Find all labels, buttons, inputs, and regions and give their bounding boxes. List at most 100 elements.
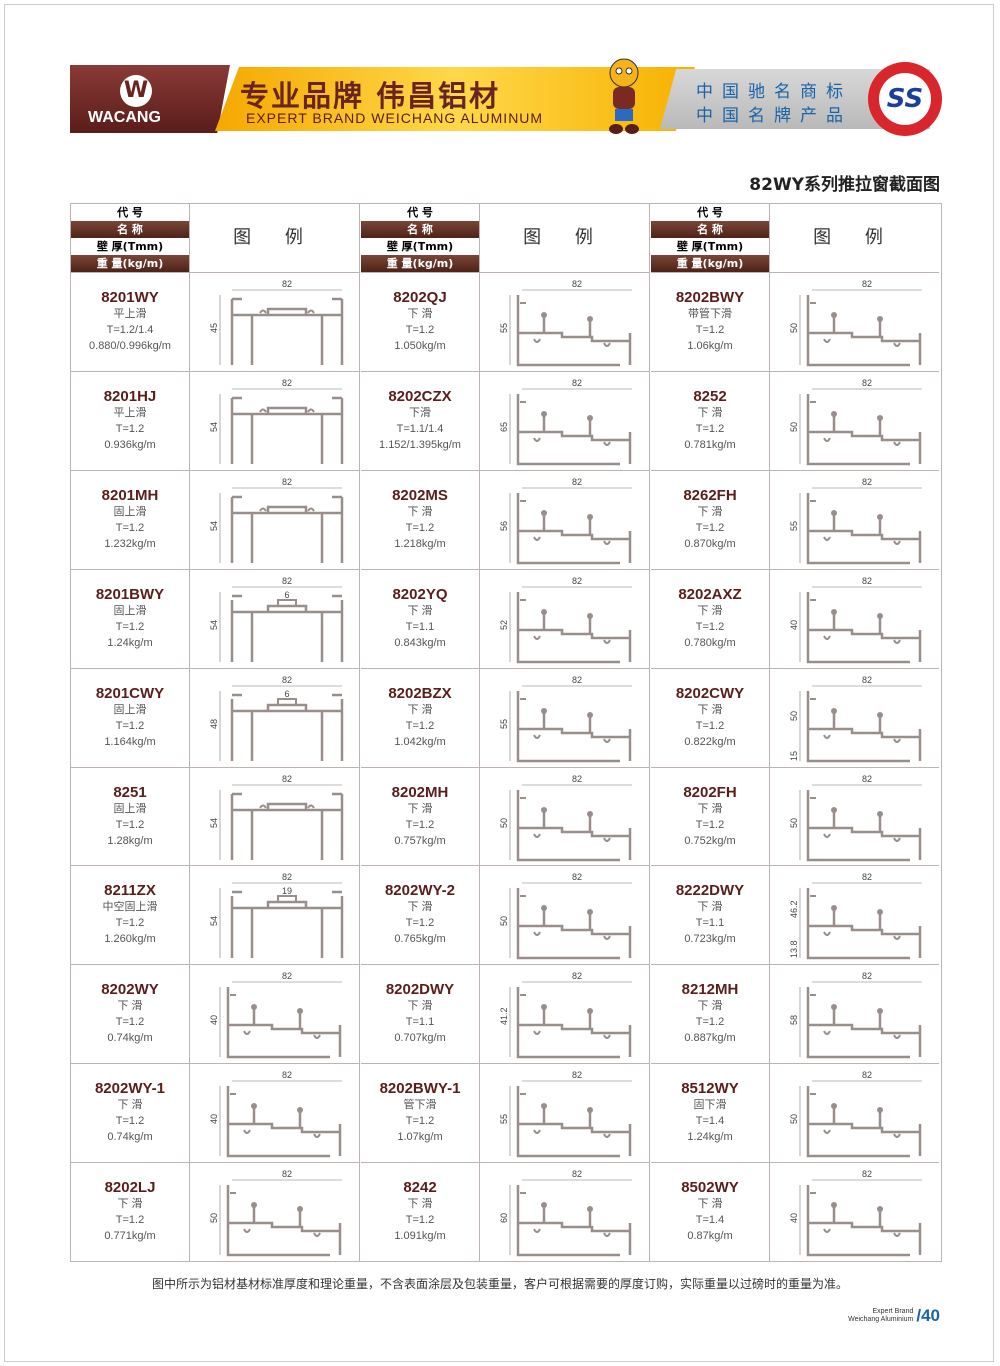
width-dim: 82 <box>282 279 292 289</box>
profile-info: 8201BWY 固上滑 T=1.2 1.24kg/m <box>71 570 189 668</box>
profile-name: 下 滑 <box>697 901 723 914</box>
honor-line-1: 中国驰名商标 <box>696 82 852 102</box>
profile-thickness: T=1.2 <box>405 1115 435 1128</box>
profile-weight: 0.752kg/m <box>684 834 736 847</box>
profile-figure: 82 50 <box>479 866 650 965</box>
section-drawing: 82 50 15 <box>789 675 922 762</box>
profile-code: 8202MS <box>392 486 448 504</box>
profile-code: 8202AXZ <box>678 585 742 603</box>
width-dim: 82 <box>282 971 292 981</box>
profile-row: 8262FH 下 滑 T=1.2 0.870kg/m 82 55 <box>651 469 939 569</box>
profile-shape <box>516 1086 632 1158</box>
profile-thickness: T=1.2 <box>405 917 435 930</box>
height-dim: 50 <box>789 323 799 333</box>
profile-figure: 82 40 <box>189 1064 360 1163</box>
profile-figure: 82 46.2 13.8 <box>769 866 940 965</box>
wacang-logo-icon: W <box>120 75 152 107</box>
profile-row: 8202CZX 下滑 T=1.1/1.4 1.152/1.395kg/m 82 … <box>361 370 649 470</box>
profile-thickness: T=1.2 <box>695 719 725 732</box>
profile-thickness: T=1.1 <box>405 1016 435 1029</box>
profile-name: 下 滑 <box>697 703 723 716</box>
section-drawing: 82 50 <box>499 872 632 960</box>
profile-name: 下 滑 <box>407 802 433 815</box>
profile-shape <box>806 1185 922 1257</box>
slogan: 专业品牌 伟昌铝材 <box>240 79 501 113</box>
profile-figure: 82 55 <box>479 668 650 767</box>
profile-code: 8201BWY <box>95 585 165 603</box>
header-thickness: 壁 厚(Tmm) <box>96 240 164 253</box>
width-dim: 82 <box>572 774 582 784</box>
profile-weight: 0.936kg/m <box>104 438 156 451</box>
section-drawing: 82 40 <box>789 1169 922 1257</box>
profile-name: 下 滑 <box>117 1198 143 1211</box>
profile-thickness: T=1.2 <box>695 620 725 633</box>
profile-shape <box>806 789 922 861</box>
profile-code: 8202QJ <box>393 289 447 306</box>
profile-figure: 82 54 6 <box>189 569 360 668</box>
height-dim: 58 <box>789 1015 799 1025</box>
profile-thickness: T=1.2 <box>695 818 725 831</box>
profile-info: 8262FH 下 滑 T=1.2 0.870kg/m <box>651 471 769 569</box>
profile-row: 8222DWY 下 滑 T=1.1 0.723kg/m 82 46.2 13.8 <box>651 865 940 965</box>
profile-weight: 0.87kg/m <box>687 1230 733 1243</box>
profile-shape <box>226 1086 342 1158</box>
profile-code: 8201HJ <box>103 387 157 405</box>
section-drawing: 82 50 <box>789 279 922 367</box>
profile-thickness: T=1.2 <box>115 818 145 831</box>
profile-name: 下 滑 <box>117 1000 143 1013</box>
width-dim: 82 <box>572 576 582 586</box>
profile-info: 8211ZX 中空固上滑 T=1.2 1.260kg/m <box>71 866 189 964</box>
profile-weight: 0.880/0.996kg/m <box>89 340 171 352</box>
section-drawing: 82 55 <box>499 279 632 367</box>
profile-row: 8202BWY-1 管下滑 T=1.2 1.07kg/m 82 55 <box>361 1063 649 1163</box>
profile-name: 下 滑 <box>407 1198 433 1211</box>
header-code: 代 号 <box>697 206 723 219</box>
profile-shape <box>516 789 632 861</box>
profile-name: 下 滑 <box>697 1198 723 1211</box>
profile-figure: 82 50 <box>189 1163 360 1262</box>
profile-shape <box>230 495 344 563</box>
profile-shape <box>516 591 632 663</box>
profile-weight: 1.24kg/m <box>687 1131 733 1144</box>
profile-code: 8201CWY <box>95 684 165 702</box>
profile-row: 8202CWY 下 滑 T=1.2 0.822kg/m 82 50 15 <box>651 667 939 767</box>
profile-weight: 0.780kg/m <box>684 636 736 649</box>
header-labels: 代 号 名 称 壁 厚(Tmm) 重 量(kg/m) <box>361 204 479 272</box>
profile-shape <box>230 792 344 860</box>
profile-info: 8202MS 下 滑 T=1.2 1.218kg/m <box>361 471 479 569</box>
height-dim: 54 <box>209 521 219 531</box>
profile-figure: 82 50 <box>769 273 940 371</box>
profile-name: 下 滑 <box>697 604 723 617</box>
profile-code: 8211ZX <box>104 882 156 900</box>
profile-name: 下 滑 <box>407 901 433 914</box>
header-weight: 重 量(kg/m) <box>651 255 769 272</box>
profile-figure: 82 60 <box>479 1163 650 1262</box>
profile-thickness: T=1.2 <box>405 1214 435 1227</box>
height-dim: 50 <box>499 817 509 827</box>
slogan-en: EXPERT BRAND WEICHANG ALUMINUM <box>246 110 544 126</box>
inner-dim: 6 <box>284 689 289 699</box>
profile-code: 8202BZX <box>388 684 452 702</box>
profile-thickness: T=1.1 <box>695 917 725 930</box>
profile-shape <box>230 396 344 464</box>
column-group: 代 号 名 称 壁 厚(Tmm) 重 量(kg/m) 图 例 8202QJ 下 … <box>361 204 650 1262</box>
header-code: 代 号 <box>117 206 143 219</box>
profile-figure: 82 40 <box>189 965 360 1064</box>
section-drawing: 82 52 <box>499 576 632 663</box>
profile-info: 8222DWY 下 滑 T=1.1 0.723kg/m <box>651 866 769 964</box>
height-dim: 50 <box>789 1114 799 1124</box>
profile-row: 8211ZX 中空固上滑 T=1.2 1.260kg/m 82 54 19 <box>71 865 359 965</box>
profile-row: 8201WY 平上滑 T=1.2/1.4 0.880/0.996kg/m 82 … <box>71 272 359 371</box>
width-dim: 82 <box>862 872 872 882</box>
height-dim: 50 <box>789 711 799 721</box>
profile-code: 8202WY-2 <box>384 882 456 900</box>
profile-figure: 82 40 <box>769 1163 940 1262</box>
profile-code: 8251 <box>113 783 147 801</box>
profile-info: 8512WY 固下滑 T=1.4 1.24kg/m <box>651 1064 769 1162</box>
height-dim: 50 <box>789 422 799 432</box>
header-thickness: 壁 厚(Tmm) <box>676 240 744 253</box>
seal-logo-icon: SS <box>879 73 931 125</box>
profile-thickness: T=1.2 <box>115 1016 145 1029</box>
header-name: 名 称 <box>71 221 189 238</box>
profile-table: 代 号 名 称 壁 厚(Tmm) 重 量(kg/m) 图 例 8201WY 平上… <box>70 203 942 1262</box>
